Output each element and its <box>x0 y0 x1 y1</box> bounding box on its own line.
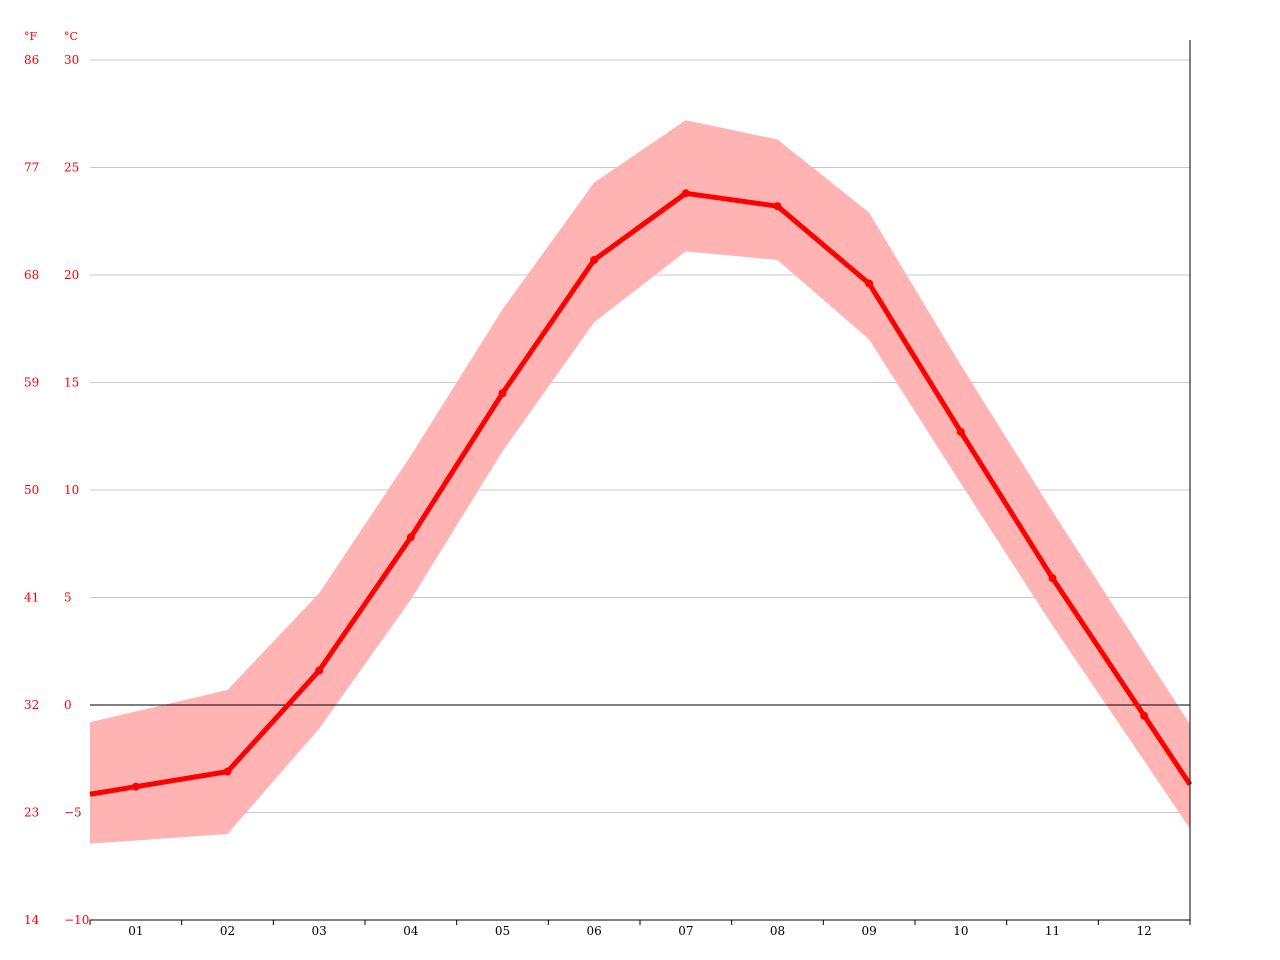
x-tick-label: 10 <box>953 924 968 938</box>
x-tick-label: 04 <box>403 924 419 938</box>
celsius-tick-label: 25 <box>64 161 79 175</box>
x-tick-label: 12 <box>1137 924 1152 938</box>
axis-labels: °F °C 30862577206815591050541032−523−101… <box>24 30 1152 938</box>
fahrenheit-tick-label: 77 <box>24 161 39 175</box>
range-band <box>90 120 1190 844</box>
x-tick-label: 02 <box>220 924 235 938</box>
temperature-series <box>89 189 1193 797</box>
fahrenheit-tick-label: 50 <box>24 483 39 497</box>
x-tick-label: 09 <box>862 924 877 938</box>
x-tick-label: 05 <box>495 924 510 938</box>
x-tick-label: 07 <box>678 924 693 938</box>
fahrenheit-tick-label: 86 <box>24 53 39 67</box>
celsius-tick-label: 15 <box>64 376 79 390</box>
data-point <box>681 189 690 198</box>
data-point <box>590 255 599 264</box>
data-point <box>773 202 782 211</box>
data-point <box>956 427 965 436</box>
data-point <box>1048 574 1057 583</box>
data-point <box>315 666 324 675</box>
data-point <box>223 767 232 776</box>
mean-temperature-line <box>89 190 1193 797</box>
x-tick-label: 01 <box>128 924 143 938</box>
x-tick-label: 11 <box>1045 924 1060 938</box>
data-point <box>406 533 415 542</box>
celsius-tick-label: 0 <box>64 698 72 712</box>
x-tick-label: 06 <box>587 924 602 938</box>
axes <box>89 40 1191 925</box>
fahrenheit-tick-label: 23 <box>24 806 39 820</box>
data-point <box>498 389 507 398</box>
fahrenheit-tick-label: 14 <box>24 913 40 927</box>
fahrenheit-tick-label: 41 <box>24 591 39 605</box>
celsius-tick-label: −10 <box>64 913 89 927</box>
x-tick-label: 03 <box>312 924 327 938</box>
celsius-tick-label: 20 <box>64 268 79 282</box>
celsius-tick-label: 30 <box>64 53 79 67</box>
celsius-tick-label: 10 <box>64 483 79 497</box>
celsius-unit-label: °C <box>64 30 78 43</box>
fahrenheit-unit-label: °F <box>24 30 38 43</box>
data-point <box>131 782 140 791</box>
fahrenheit-tick-label: 68 <box>24 268 39 282</box>
fahrenheit-tick-label: 32 <box>24 698 39 712</box>
temperature-range-band <box>90 120 1190 844</box>
data-point <box>865 279 874 288</box>
data-point <box>1140 711 1149 720</box>
x-tick-label: 08 <box>770 924 785 938</box>
fahrenheit-tick-label: 59 <box>24 376 39 390</box>
celsius-tick-label: 5 <box>64 591 72 605</box>
celsius-tick-label: −5 <box>64 806 82 820</box>
